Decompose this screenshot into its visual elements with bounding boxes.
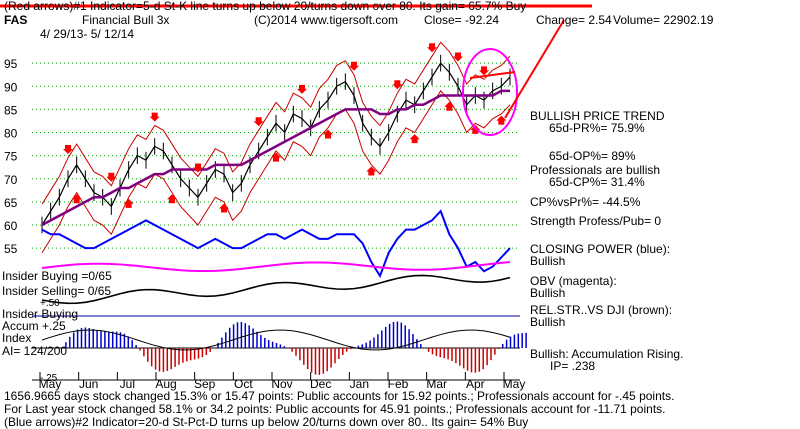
- closing-power-status: Bullish: [530, 254, 566, 268]
- red-up-arrow: [366, 166, 377, 176]
- cpvspr-value: CP%vsPr%= -44.5%: [530, 195, 641, 209]
- date-range: 4/ 29/13- 5/ 12/14: [40, 27, 135, 41]
- insider-buying-label: Insider Buying =0/65: [2, 269, 112, 283]
- relstr-label: REL.STR..VS DJI (brown):: [530, 303, 673, 317]
- close-value: Close= -92.24: [424, 13, 500, 27]
- closing-power-line: [41, 209, 511, 279]
- closing-power-label: CLOSING POWER (blue):: [530, 242, 671, 256]
- ai-label: AI= 124/200: [2, 344, 68, 358]
- y-tick-label: 60: [4, 219, 18, 233]
- obv-line: [41, 261, 511, 273]
- plus50-label: +.50: [40, 298, 60, 309]
- bullish-price-trend: BULLISH PRICE TREND: [530, 109, 665, 123]
- red-down-arrow: [106, 172, 117, 182]
- strength-value: Strength Profess/Pub= 0: [530, 214, 662, 228]
- red-down-arrow: [253, 117, 264, 127]
- insider-buying-label-2: Insider Buying: [2, 307, 79, 321]
- moving-average-line: [41, 89, 510, 227]
- red-up-arrow: [444, 101, 455, 111]
- y-tick-label: 95: [4, 57, 18, 71]
- pointer-line: [504, 19, 565, 119]
- highlight-circle: [462, 48, 518, 136]
- red-up-arrow: [496, 115, 507, 125]
- price-bands: [41, 41, 511, 254]
- price-line: [41, 62, 511, 226]
- accumulation-status: Bullish: Accumulation Rising.: [530, 347, 684, 361]
- red-down-arrow: [453, 52, 463, 62]
- lower-indicators: [32, 261, 527, 375]
- relative-strength-line: [41, 274, 511, 305]
- red-up-arrow: [167, 194, 177, 204]
- pr-value: 65d-PR%= 75.9%: [549, 121, 645, 135]
- change-value: Change= 2.54: [536, 13, 612, 27]
- accum-label: Accum +.25: [2, 319, 66, 333]
- y-axis-ticks: 95 90 85 80 75 70 65 60 55: [4, 57, 18, 256]
- minus25-label: -.25: [40, 373, 58, 384]
- accum-ma-line: [41, 329, 511, 351]
- red-up-arrow: [409, 134, 420, 144]
- red-up-arrow: [219, 203, 229, 213]
- lower-band: [41, 90, 511, 254]
- red-up-arrow: [123, 198, 134, 208]
- index-label: Index: [2, 331, 32, 345]
- y-tick-label: 70: [4, 173, 18, 187]
- header-indicator-line: (Red arrows)#1 Indicator=5-d St-K line t…: [4, 0, 527, 13]
- y-tick-label: 75: [4, 150, 18, 164]
- red-down-arrow: [392, 80, 403, 90]
- red-up-arrow: [323, 129, 333, 139]
- upper-band: [41, 41, 511, 205]
- y-tick-label: 55: [4, 242, 18, 256]
- ticker-symbol: FAS: [4, 13, 28, 27]
- red-down-arrow: [427, 43, 437, 53]
- footer-line-1: 1656.9665 days stock changed 15.3% or 15…: [4, 389, 675, 403]
- red-down-arrow: [149, 112, 160, 122]
- footer-line-3: (Blue arrows)#2 Indicator=20-d St-Pct-D …: [4, 415, 529, 429]
- professionals-status: Professionals are bullish: [530, 163, 661, 177]
- red-up-arrow: [271, 152, 281, 162]
- cp-value: 65d-CP%= 31.4%: [549, 175, 645, 189]
- chart-series: [41, 54, 511, 279]
- red-down-arrow: [63, 145, 73, 154]
- ip-value: IP= .238: [550, 359, 596, 373]
- y-tick-label: 80: [4, 127, 18, 141]
- y-tick-label: 65: [4, 196, 18, 210]
- footer-line-2: For Last year stock changed 58.1% or 34.…: [4, 402, 666, 416]
- y-tick-label: 90: [4, 80, 18, 94]
- red-down-arrow: [479, 66, 489, 76]
- resistance-line: [469, 71, 516, 79]
- x-axis-ticks: May Jun Jul Aug Sep Oct Nov Dec Jan Feb Mar Apr May: [32, 372, 525, 391]
- red-down-arrow: [193, 163, 203, 173]
- relstr-status: Bullish: [530, 315, 566, 329]
- annotations: [0, 4, 592, 136]
- red-down-arrow: [349, 61, 359, 71]
- security-name: Financial Bull 3x: [82, 13, 170, 27]
- insider-selling-label: Insider Selling= 0/65: [2, 284, 112, 298]
- op-value: 65d-OP%= 89%: [549, 149, 636, 163]
- volume-value: Volume= 22902.19: [613, 13, 714, 27]
- obv-label: OBV (magenta):: [530, 274, 617, 288]
- obv-status: Bullish: [530, 286, 566, 300]
- y-tick-label: 85: [4, 103, 18, 117]
- red-up-arrow: [71, 194, 82, 204]
- copyright: (C)2014 www.tigersoft.com: [254, 13, 399, 27]
- red-down-arrow: [297, 84, 307, 94]
